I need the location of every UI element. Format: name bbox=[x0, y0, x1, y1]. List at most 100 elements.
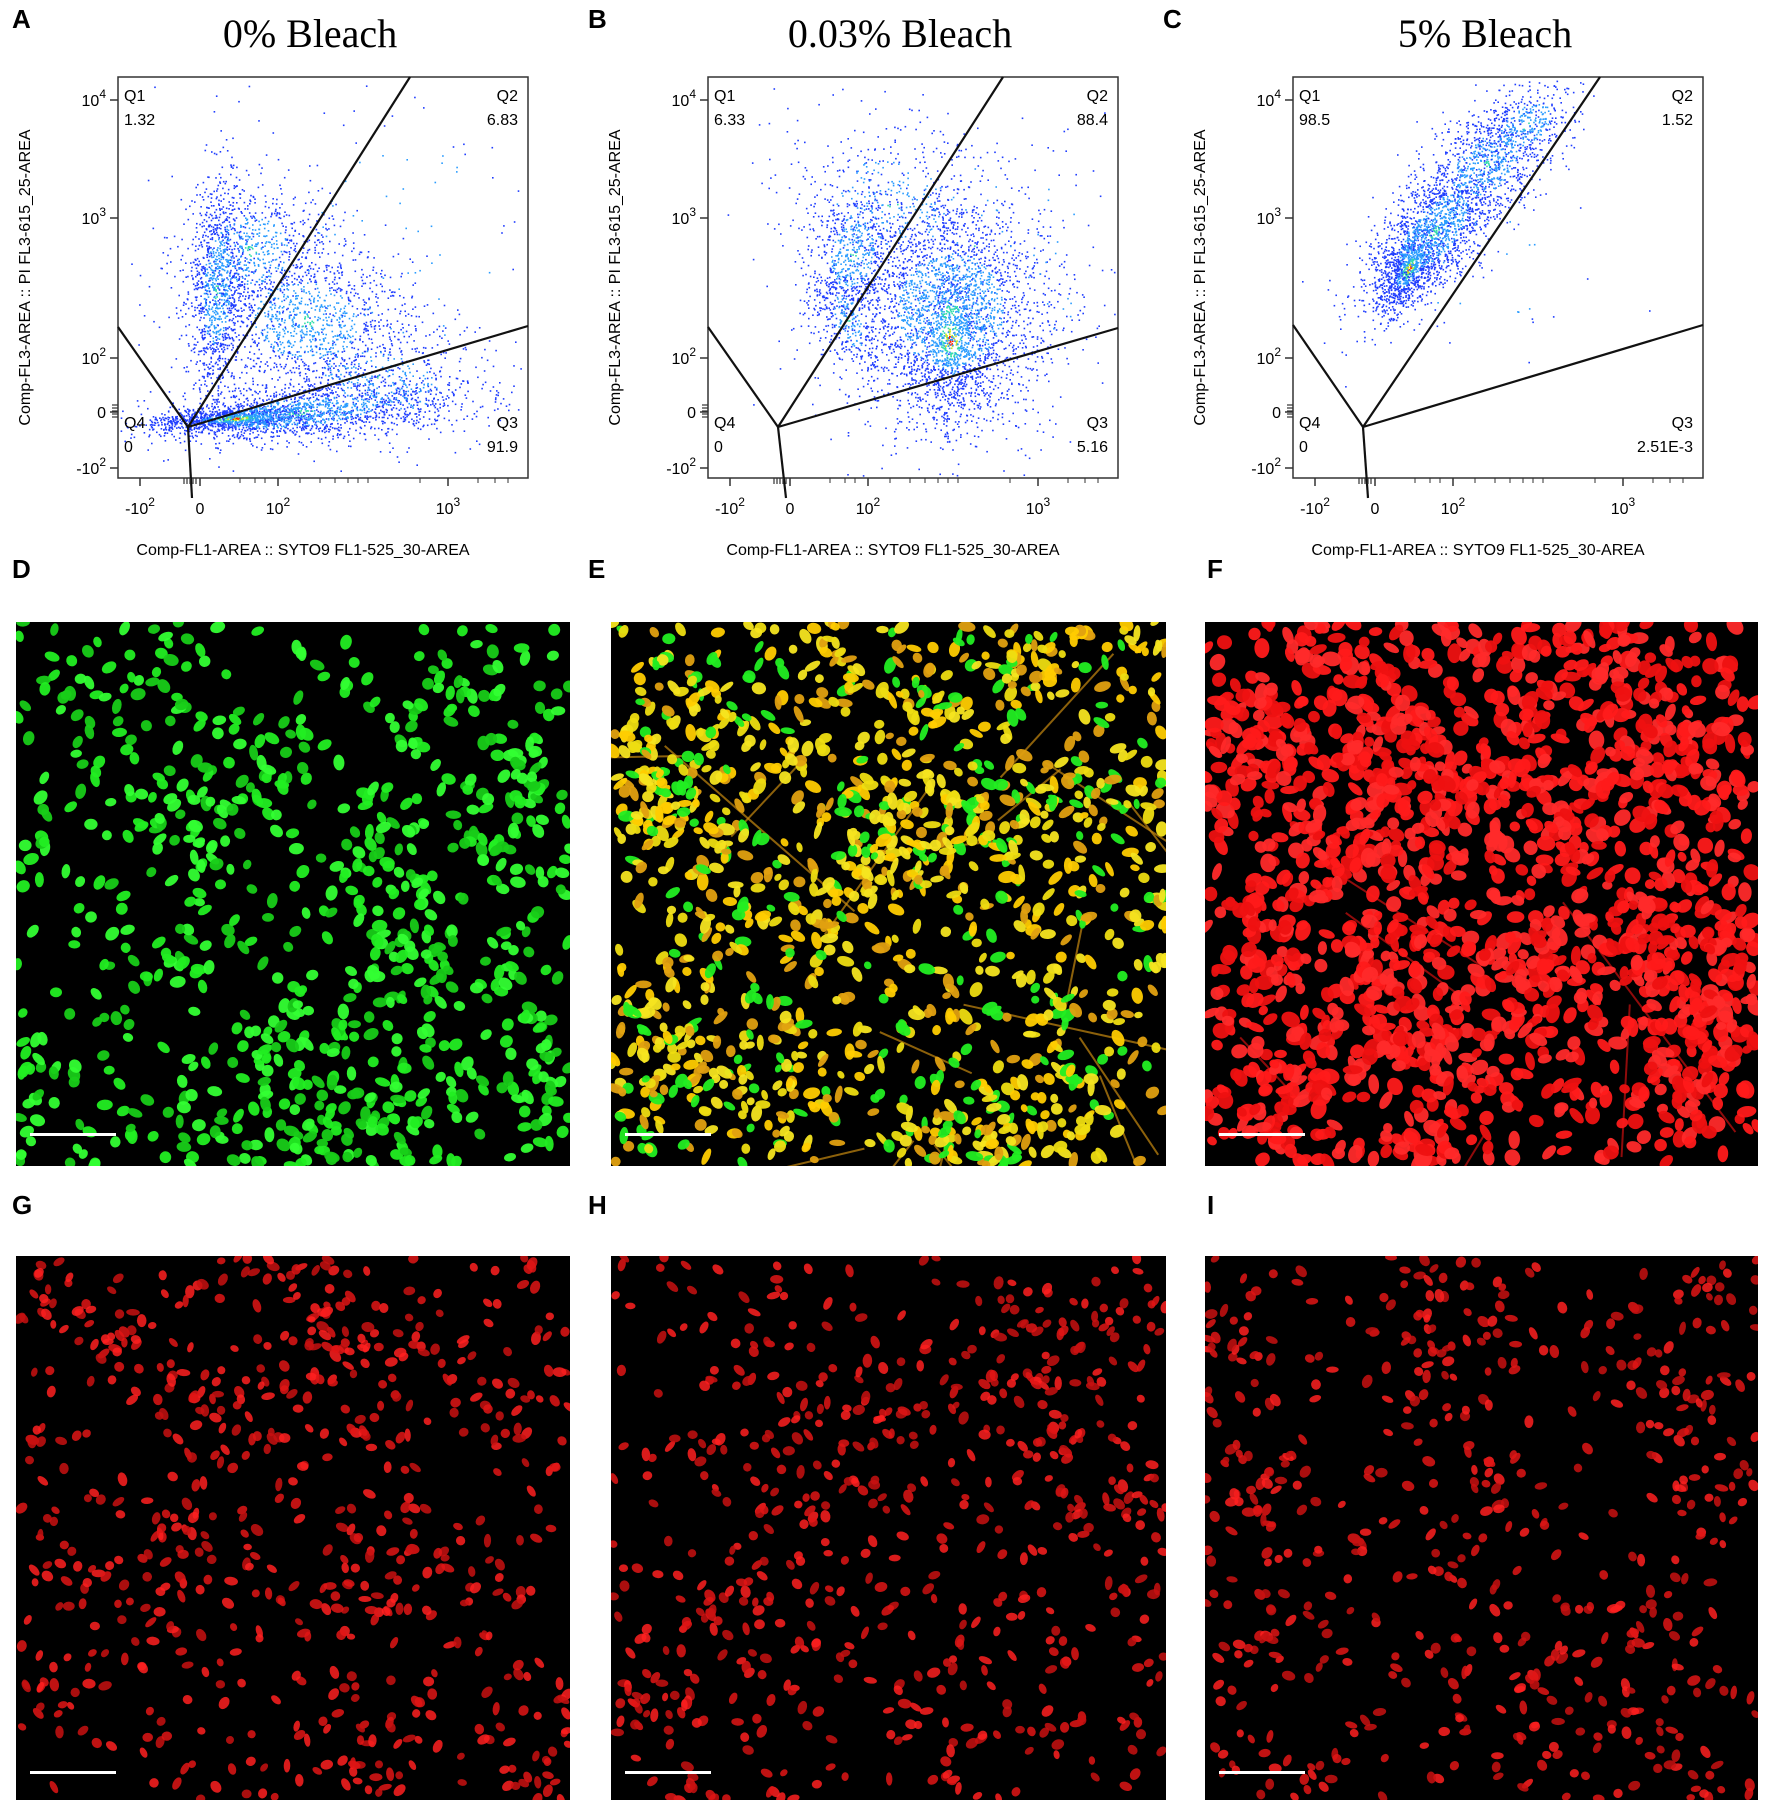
event-dot bbox=[160, 419, 162, 422]
event-dot bbox=[365, 328, 368, 330]
event-dot bbox=[231, 156, 233, 159]
event-dot bbox=[216, 376, 218, 379]
event-dot bbox=[168, 316, 170, 319]
event-dot bbox=[269, 275, 272, 278]
event-dot bbox=[201, 246, 204, 248]
event-dot bbox=[302, 395, 304, 397]
event-dot bbox=[293, 272, 296, 275]
event-dot bbox=[279, 341, 281, 343]
event-dot bbox=[362, 399, 365, 401]
event-dot bbox=[192, 422, 195, 424]
event-dot bbox=[203, 298, 206, 300]
event-dot bbox=[202, 234, 205, 236]
event-dot bbox=[205, 263, 208, 266]
event-dot bbox=[188, 421, 190, 423]
event-dot bbox=[339, 264, 342, 266]
event-dot bbox=[366, 329, 369, 332]
event-dot bbox=[287, 404, 290, 406]
event-dot bbox=[206, 413, 208, 416]
event-dot bbox=[433, 404, 436, 407]
event-dot bbox=[176, 418, 179, 420]
event-dot bbox=[193, 384, 195, 386]
event-dot bbox=[422, 416, 425, 418]
event-dot bbox=[389, 338, 391, 340]
event-dot bbox=[267, 313, 270, 315]
event-dot bbox=[319, 347, 321, 349]
event-dot bbox=[207, 235, 209, 238]
event-dot bbox=[399, 295, 401, 297]
event-dot bbox=[315, 228, 318, 231]
event-dot bbox=[267, 288, 270, 291]
event-dot bbox=[187, 218, 190, 221]
event-dot bbox=[222, 234, 224, 236]
event-dot bbox=[319, 241, 321, 244]
event-dot bbox=[205, 302, 207, 305]
event-dot bbox=[200, 413, 203, 415]
event-dot bbox=[226, 240, 229, 242]
event-dot bbox=[253, 272, 255, 275]
event-dot bbox=[426, 424, 429, 427]
event-dot bbox=[436, 419, 439, 422]
event-dot bbox=[318, 333, 320, 336]
event-dot bbox=[292, 295, 294, 297]
event-dot bbox=[304, 311, 307, 313]
event-dot bbox=[459, 386, 461, 389]
event-dot bbox=[232, 418, 235, 421]
event-dot bbox=[216, 312, 219, 314]
event-dot bbox=[170, 426, 173, 429]
event-dot bbox=[182, 395, 185, 398]
event-dot bbox=[283, 215, 285, 218]
event-dot bbox=[244, 257, 247, 259]
event-dot bbox=[191, 422, 193, 424]
event-dot bbox=[245, 304, 247, 307]
event-dot bbox=[205, 298, 208, 301]
event-dot bbox=[199, 212, 201, 215]
event-dot bbox=[341, 297, 343, 299]
event-dot bbox=[198, 328, 201, 331]
event-dot bbox=[277, 442, 279, 445]
event-dot bbox=[358, 253, 361, 256]
event-dot bbox=[196, 257, 199, 260]
event-dot bbox=[239, 236, 241, 239]
event-dot bbox=[226, 258, 228, 261]
event-dot bbox=[351, 305, 354, 308]
event-dot bbox=[190, 270, 193, 272]
event-dot bbox=[302, 247, 305, 249]
event-dot bbox=[209, 373, 211, 375]
event-dot bbox=[269, 300, 272, 303]
event-dot bbox=[271, 436, 274, 438]
event-dot bbox=[300, 427, 303, 430]
event-dot bbox=[241, 428, 244, 431]
event-dot bbox=[258, 228, 261, 231]
event-dot bbox=[222, 285, 225, 287]
event-dot bbox=[294, 266, 297, 269]
event-dot bbox=[244, 303, 246, 305]
event-dot bbox=[309, 407, 312, 409]
event-dot bbox=[380, 381, 383, 384]
event-dot bbox=[220, 328, 222, 331]
event-dot bbox=[364, 369, 366, 371]
event-dot bbox=[248, 418, 250, 421]
event-dot bbox=[244, 247, 247, 249]
event-dot bbox=[152, 227, 155, 230]
event-dot bbox=[289, 409, 292, 411]
event-dot bbox=[287, 411, 289, 414]
event-dot bbox=[231, 390, 234, 393]
event-dot bbox=[195, 344, 197, 346]
event-dot bbox=[257, 242, 259, 244]
event-dot bbox=[279, 411, 282, 413]
event-dot bbox=[302, 332, 305, 335]
event-dot bbox=[192, 408, 195, 411]
event-dot bbox=[253, 413, 256, 416]
event-dot bbox=[357, 400, 359, 402]
event-dot bbox=[293, 429, 296, 432]
event-dot bbox=[365, 330, 367, 332]
event-dot bbox=[245, 295, 247, 298]
event-dot bbox=[198, 379, 201, 381]
event-dot bbox=[299, 426, 301, 428]
event-dot bbox=[225, 139, 228, 141]
event-dot bbox=[228, 285, 230, 288]
event-dot bbox=[233, 425, 235, 427]
event-dot bbox=[268, 279, 271, 281]
event-dot bbox=[382, 380, 385, 382]
